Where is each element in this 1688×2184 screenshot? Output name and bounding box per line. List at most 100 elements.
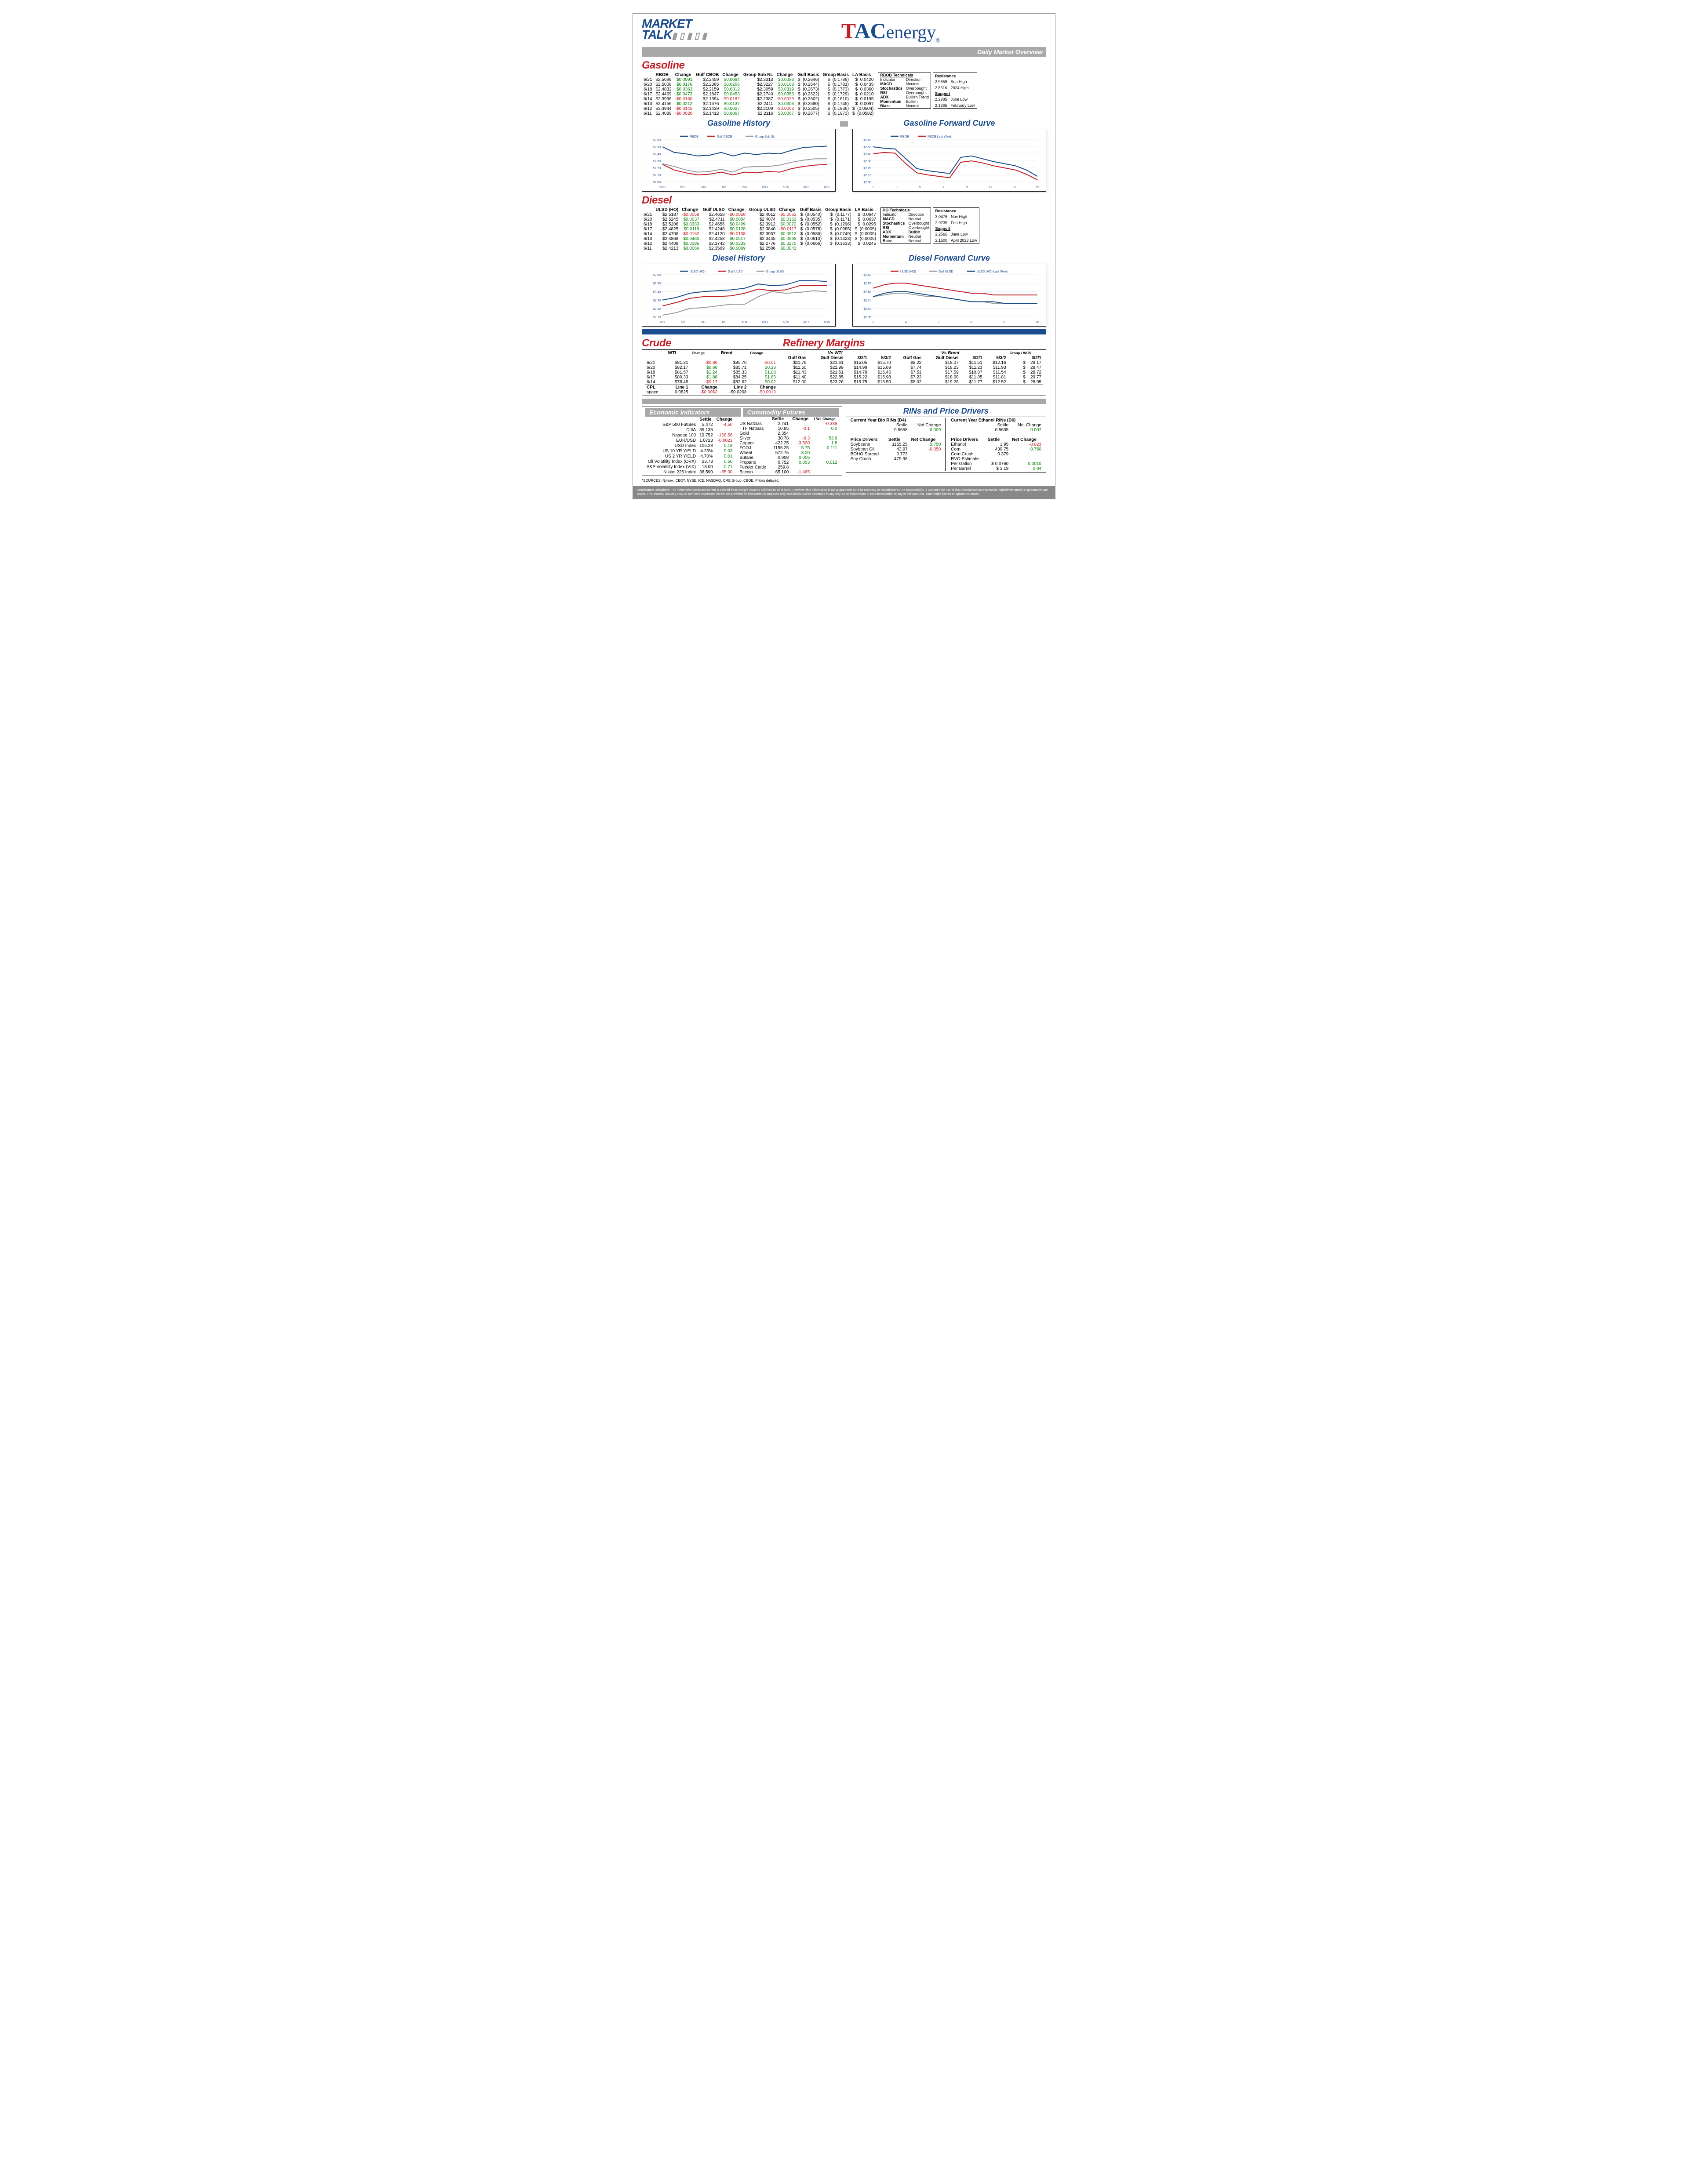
tac-energy-logo: TACenergy® [736,18,1046,44]
svg-text:$2.40: $2.40 [653,291,661,294]
subtitle: Daily Market Overview [977,48,1043,55]
svg-text:6/3: 6/3 [660,321,665,324]
svg-text:6/6: 6/6 [722,186,726,189]
svg-text:6/17: 6/17 [803,321,809,324]
crude-margins-box: WTIChangeBrentChangeVs WTIVs BrentGroup … [642,349,1046,396]
disclaimer-text: Disclaimer: The information contained he… [637,489,1048,495]
svg-text:$2.50: $2.50 [653,146,661,149]
svg-text:6/13: 6/13 [762,321,768,324]
svg-text:5/28: 5/28 [659,186,666,189]
svg-text:$2.10: $2.10 [653,316,661,319]
gasoline-technicals: RBOB TechnicalsIndicatorDirectionMACDNeu… [878,73,977,116]
svg-text:$2.60: $2.60 [863,274,871,277]
svg-text:RBOB: RBOB [900,135,909,138]
sources: *SOURCES: Nymex, CBOT, NYSE, ICE, NASDAQ… [642,479,1046,483]
svg-text:9: 9 [966,186,968,189]
svg-text:16: 16 [1036,321,1039,324]
svg-text:6/15: 6/15 [783,321,789,324]
svg-text:$2.55: $2.55 [863,283,871,286]
svg-text:6/9: 6/9 [742,186,747,189]
svg-text:$2.30: $2.30 [653,299,661,302]
dsl-history-title: Diesel History [642,254,836,263]
svg-text:6/5: 6/5 [681,321,685,324]
svg-text:5: 5 [919,186,921,189]
svg-text:Gulf CBOB: Gulf CBOB [717,135,732,138]
blue-divider [642,329,1046,334]
svg-text:$2.50: $2.50 [653,283,661,286]
svg-text:6/9: 6/9 [722,321,726,324]
svg-text:RBOB: RBOB [690,135,698,138]
svg-text:ULSD (HO): ULSD (HO) [690,270,706,273]
svg-text:6/18: 6/18 [803,186,809,189]
svg-text:Gulf ULSD: Gulf ULSD [728,270,742,273]
dsl-forward-title: Diesel Forward Curve [852,254,1046,263]
svg-text:$2.00: $2.00 [863,181,871,184]
svg-text:$2.40: $2.40 [653,153,661,156]
rins-title: RINs and Price Drivers [846,407,1046,416]
gas-history-title: Gasoline History [642,119,836,128]
svg-text:$2.20: $2.20 [653,167,661,170]
svg-text:$2.10: $2.10 [863,174,871,177]
svg-text:4: 4 [905,321,907,324]
svg-text:13: 13 [1003,321,1006,324]
svg-text:6/19: 6/19 [824,321,830,324]
svg-text:$2.30: $2.30 [863,160,871,163]
gas-forward-chart: $2.00$2.10$2.20$2.30$2.40$2.50$2.6013579… [852,129,1046,192]
svg-text:3: 3 [895,186,897,189]
svg-text:$2.50: $2.50 [863,291,871,294]
svg-text:6/11: 6/11 [742,321,747,324]
title-bar: Daily Market Overview [642,47,1046,57]
svg-text:10: 10 [970,321,974,324]
diesel-table: ULSD (HO)ChangeGulf ULSDChangeGroup ULSD… [642,207,878,251]
svg-text:RBOB Last Week: RBOB Last Week [928,135,952,138]
svg-text:6/7: 6/7 [702,321,706,324]
svg-text:6/21: 6/21 [824,186,830,189]
econ-title: Economic Indicators [645,408,741,417]
svg-text:1: 1 [872,321,874,324]
svg-text:ULSD (HO): ULSD (HO) [900,270,916,273]
diesel-title: Diesel [642,194,1046,207]
svg-text:$2.45: $2.45 [863,299,871,302]
svg-text:6/15: 6/15 [783,186,789,189]
svg-text:$2.60: $2.60 [653,139,661,142]
svg-text:1: 1 [872,186,874,189]
disclaimer: Disclaimer: Disclaimer: The information … [633,486,1055,499]
svg-text:13: 13 [1012,186,1016,189]
crude-title: Crude [642,337,779,349]
svg-text:$2.10: $2.10 [653,174,661,177]
svg-text:$2.20: $2.20 [863,167,871,170]
svg-text:7: 7 [938,321,940,324]
svg-text:ULSD (HO) Last Week: ULSD (HO) Last Week [977,270,1008,273]
commod-title: Commodity Futures [743,408,839,417]
gasoline-title: Gasoline [642,59,1046,72]
svg-text:$2.30: $2.30 [653,160,661,163]
svg-text:Group ULSD: Group ULSD [766,270,784,273]
rins-box: Current Year Bio RINs (D4)SettleNet Chan… [846,417,1046,472]
market-talk-logo: MARKETTALK▮▯▮▯▮ [642,18,709,40]
svg-text:$2.00: $2.00 [653,181,661,184]
svg-text:$2.60: $2.60 [863,139,871,142]
econ-commod-box: Economic Indicators Commodity Futures Se… [642,407,842,476]
svg-text:5/31: 5/31 [680,186,686,189]
diesel-technicals: HO TechnicalsIndicatorDirectionMACDNeutr… [880,207,979,251]
svg-text:$2.50: $2.50 [863,146,871,149]
svg-text:7: 7 [942,186,944,189]
gasoline-table: RBOBChangeGulf CBOBChangeGroup Sub NLCha… [642,73,875,116]
margins-title: Refinery Margins [783,337,1046,349]
page: MARKETTALK▮▯▮▯▮ TACenergy® Daily Market … [633,13,1055,499]
svg-text:$2.20: $2.20 [653,308,661,311]
svg-text:$2.40: $2.40 [863,153,871,156]
svg-text:$2.40: $2.40 [863,308,871,311]
svg-text:6/3: 6/3 [702,186,706,189]
svg-text:15: 15 [1036,186,1039,189]
svg-text:11: 11 [989,186,992,189]
dsl-forward-chart: $2.35 $2.40 $2.45 $2.50 $2.55 $2.60 1 4 7 10 13 16 U… [852,264,1046,327]
svg-text:$2.60: $2.60 [653,274,661,277]
svg-text:$2.35: $2.35 [863,316,871,319]
svg-text:Gulf ULSD: Gulf ULSD [939,270,953,273]
svg-text:6/12: 6/12 [762,186,768,189]
gas-history-chart: $2.00 $2.10 $2.20 $2.30 $2.40 $2.50 $2.60 5/28 5… [642,129,836,192]
dsl-history-chart: $2.10 $2.20 $2.30 $2.40 $2.50 $2.60 6/3 6/5 6/7 6… [642,264,836,327]
svg-text:Group Sub NL: Group Sub NL [755,135,775,138]
gas-forward-title: Gasoline Forward Curve [852,119,1046,128]
